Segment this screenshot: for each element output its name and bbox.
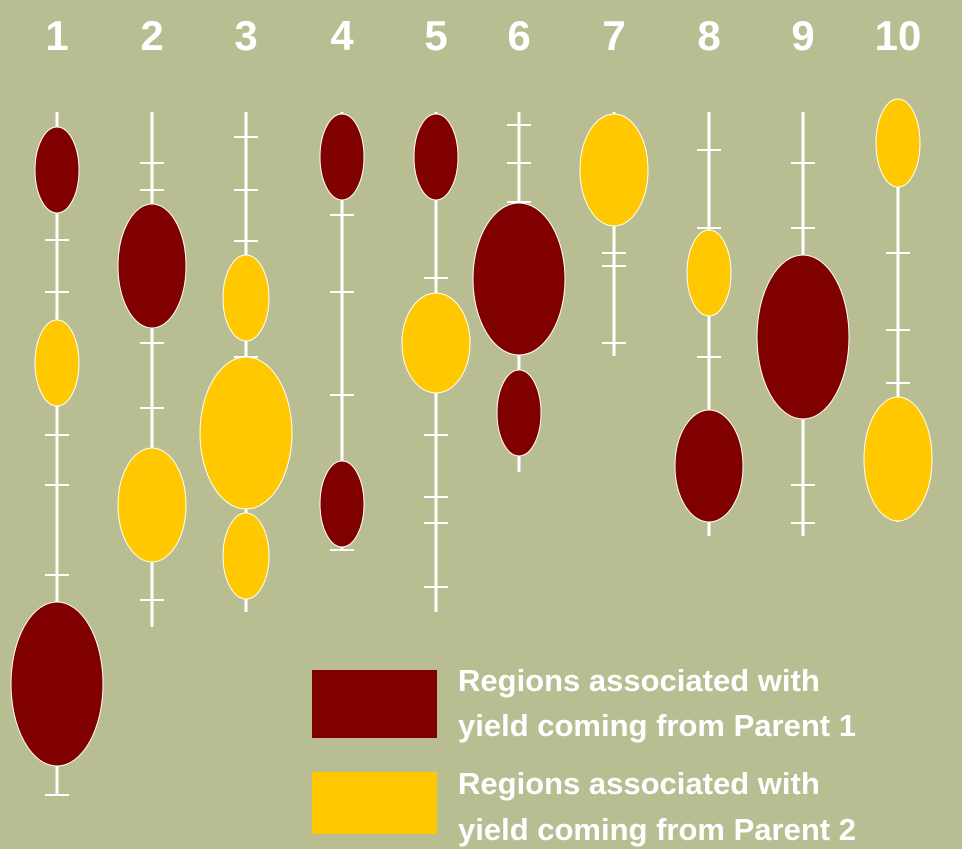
qtl-region xyxy=(117,203,187,329)
legend-text: yield coming from Parent 1 xyxy=(458,708,856,743)
qtl-region xyxy=(496,369,542,457)
qtl-region xyxy=(674,409,744,523)
legend-text: Regions associated with xyxy=(458,766,820,801)
qtl-region xyxy=(199,356,293,510)
legend-swatch-parent2 xyxy=(312,772,437,834)
chromosome-label: 5 xyxy=(424,12,447,59)
qtl-region xyxy=(579,113,649,227)
qtl-region xyxy=(117,447,187,563)
chromosome-label: 2 xyxy=(140,12,163,59)
qtl-region xyxy=(10,601,104,767)
qtl-region xyxy=(401,292,471,394)
qtl-region xyxy=(472,202,566,356)
chromosome-label: 1 xyxy=(45,12,68,59)
qtl-region xyxy=(222,512,270,600)
qtl-region xyxy=(319,460,365,548)
qtl-region xyxy=(222,254,270,342)
qtl-region xyxy=(756,254,850,420)
qtl-region xyxy=(686,229,732,317)
qtl-region xyxy=(875,98,921,188)
chromosome-label: 7 xyxy=(602,12,625,59)
legend-text: yield coming from Parent 2 xyxy=(458,812,856,847)
chromosome-label: 9 xyxy=(791,12,814,59)
qtl-region xyxy=(34,126,80,214)
chromosome-label: 3 xyxy=(234,12,257,59)
qtl-region xyxy=(863,396,933,522)
legend-text: Regions associated with xyxy=(458,663,820,698)
chromosome-label: 4 xyxy=(330,12,354,59)
qtl-region xyxy=(34,319,80,407)
chromosome-label: 8 xyxy=(697,12,720,59)
qtl-region xyxy=(319,113,365,201)
legend-swatch-parent1 xyxy=(312,670,437,738)
chromosome-label: 10 xyxy=(875,12,922,59)
qtl-region xyxy=(413,113,459,201)
chromosome-label: 6 xyxy=(507,12,530,59)
